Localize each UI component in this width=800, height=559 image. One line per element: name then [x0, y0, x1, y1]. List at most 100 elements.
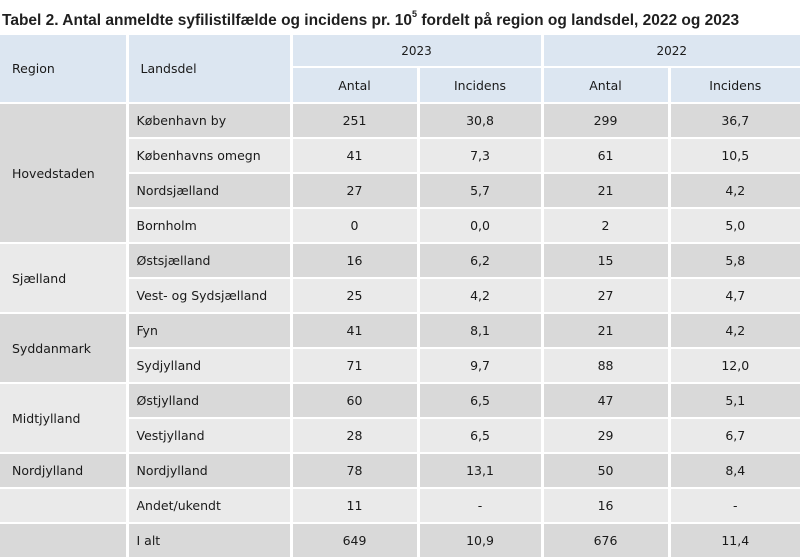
- table-row: Syddanmark Fyn 41 8,1 21 4,2: [0, 313, 800, 384]
- table-row: Nordsjælland 27 5,7 21 4,2: [0, 173, 800, 209]
- incidens-2023-cell: 6,5: [418, 383, 544, 419]
- incidens-2022-cell: 12,0: [669, 348, 800, 384]
- antal-2022-cell: 676: [542, 523, 671, 559]
- header-landsdel: Landsdel: [127, 35, 293, 104]
- incidens-2023-cell: 8,1: [418, 313, 544, 349]
- antal-2023-cell: 71: [291, 348, 420, 384]
- antal-2023-cell: 0: [291, 208, 420, 244]
- incidens-2023-cell: 6,2: [418, 243, 544, 279]
- antal-2022-cell: 16: [542, 488, 671, 524]
- region-cell: Syddanmark: [0, 313, 129, 384]
- antal-2023-cell: 28: [291, 418, 420, 454]
- incidens-2023-cell: 10,9: [418, 523, 544, 559]
- header-incidens-2023: Incidens: [418, 67, 544, 104]
- header-row-years: Region Landsdel 2023 2022: [0, 35, 800, 104]
- antal-2023-cell: 41: [291, 138, 420, 174]
- incidens-2023-cell: 30,8: [418, 103, 544, 139]
- region-cell: Sjælland: [0, 243, 129, 314]
- landsdel-cell: Bornholm: [127, 208, 293, 244]
- table-row-other: Andet/ukendt 11 - 16 -: [0, 488, 800, 524]
- header-incidens-2022: Incidens: [669, 67, 800, 104]
- incidens-2022-cell: 4,2: [669, 313, 800, 349]
- incidens-2022-cell: 6,7: [669, 418, 800, 454]
- incidens-2023-cell: 6,5: [418, 418, 544, 454]
- antal-2022-cell: 50: [542, 453, 671, 489]
- table-row-total: I alt 649 10,9 676 11,4: [0, 523, 800, 559]
- title-superscript: 5: [412, 9, 418, 19]
- incidens-2022-cell: 4,2: [669, 173, 800, 209]
- title-text-end: fordelt på region og landsdel, 2022 og 2…: [417, 12, 740, 30]
- incidens-2023-cell: 5,7: [418, 173, 544, 209]
- landsdel-cell: Vestjylland: [127, 418, 293, 454]
- incidens-2022-cell: 8,4: [669, 453, 800, 489]
- region-cell-empty: [0, 488, 129, 524]
- incidens-2022-cell: 36,7: [669, 103, 800, 139]
- region-cell: Hovedstaden: [0, 103, 129, 244]
- header-year-2023: 2023: [291, 35, 544, 68]
- antal-2022-cell: 15: [542, 243, 671, 279]
- syphilis-table: Region Landsdel 2023 2022 Antal Incidens…: [0, 35, 800, 559]
- landsdel-cell: I alt: [127, 523, 293, 559]
- table-row: Nordjylland Nordjylland 78 13,1 50 8,4: [0, 453, 800, 489]
- landsdel-cell: Østsjælland: [127, 243, 293, 279]
- incidens-2023-cell: -: [418, 488, 544, 524]
- header-row-measures: Antal Incidens Antal Incidens: [0, 67, 800, 104]
- incidens-2023-cell: 4,2: [418, 278, 544, 314]
- antal-2022-cell: 47: [542, 383, 671, 419]
- landsdel-cell: Nordjylland: [127, 453, 293, 489]
- table-row: Midtjylland Østjylland 60 6,5 47 5,1: [0, 383, 800, 454]
- table-title: Tabel 2. Antal anmeldte syfilistilfælde …: [2, 3, 798, 29]
- title-text: Tabel 2. Antal anmeldte syfilistilfælde …: [2, 12, 412, 30]
- antal-2022-cell: 61: [542, 138, 671, 174]
- table-row: Københavns omegn 41 7,3 61 10,5: [0, 138, 800, 174]
- antal-2023-cell: 41: [291, 313, 420, 349]
- antal-2022-cell: 27: [542, 278, 671, 314]
- antal-2022-cell: 21: [542, 173, 671, 209]
- incidens-2023-cell: 9,7: [418, 348, 544, 384]
- incidens-2023-cell: 7,3: [418, 138, 544, 174]
- table-row: Sjælland Østsjælland 16 6,2 15 5,8: [0, 243, 800, 314]
- antal-2023-cell: 78: [291, 453, 420, 489]
- header-region: Region: [0, 35, 129, 104]
- incidens-2022-cell: 4,7: [669, 278, 800, 314]
- antal-2023-cell: 60: [291, 383, 420, 419]
- antal-2023-cell: 649: [291, 523, 420, 559]
- antal-2022-cell: 21: [542, 313, 671, 349]
- incidens-2022-cell: 5,1: [669, 383, 800, 419]
- antal-2022-cell: 29: [542, 418, 671, 454]
- incidens-2022-cell: 10,5: [669, 138, 800, 174]
- antal-2023-cell: 251: [291, 103, 420, 139]
- incidens-2022-cell: 5,8: [669, 243, 800, 279]
- incidens-2022-cell: 5,0: [669, 208, 800, 244]
- landsdel-cell: København by: [127, 103, 293, 139]
- landsdel-cell: Vest- og Sydsjælland: [127, 278, 293, 314]
- incidens-2022-cell: 11,4: [669, 523, 800, 559]
- antal-2023-cell: 25: [291, 278, 420, 314]
- antal-2023-cell: 11: [291, 488, 420, 524]
- landsdel-cell: Sydjylland: [127, 348, 293, 384]
- header-year-2022: 2022: [542, 35, 800, 68]
- incidens-2023-cell: 13,1: [418, 453, 544, 489]
- table-row: Vest- og Sydsjælland 25 4,2 27 4,7: [0, 278, 800, 314]
- antal-2022-cell: 299: [542, 103, 671, 139]
- landsdel-cell: Nordsjælland: [127, 173, 293, 209]
- antal-2023-cell: 27: [291, 173, 420, 209]
- region-cell: Midtjylland: [0, 383, 129, 454]
- table-row: Bornholm 0 0,0 2 5,0: [0, 208, 800, 244]
- landsdel-cell: Københavns omegn: [127, 138, 293, 174]
- antal-2022-cell: 88: [542, 348, 671, 384]
- incidens-2022-cell: -: [669, 488, 800, 524]
- antal-2022-cell: 2: [542, 208, 671, 244]
- antal-2023-cell: 16: [291, 243, 420, 279]
- landsdel-cell: Fyn: [127, 313, 293, 349]
- landsdel-cell: Andet/ukendt: [127, 488, 293, 524]
- region-cell: Nordjylland: [0, 453, 129, 489]
- region-cell-empty: [0, 523, 129, 559]
- table-row: Sydjylland 71 9,7 88 12,0: [0, 348, 800, 384]
- header-antal-2023: Antal: [291, 67, 420, 104]
- header-antal-2022: Antal: [542, 67, 671, 104]
- table-row: Hovedstaden København by 251 30,8 299 36…: [0, 103, 800, 244]
- table-row: Vestjylland 28 6,5 29 6,7: [0, 418, 800, 454]
- incidens-2023-cell: 0,0: [418, 208, 544, 244]
- landsdel-cell: Østjylland: [127, 383, 293, 419]
